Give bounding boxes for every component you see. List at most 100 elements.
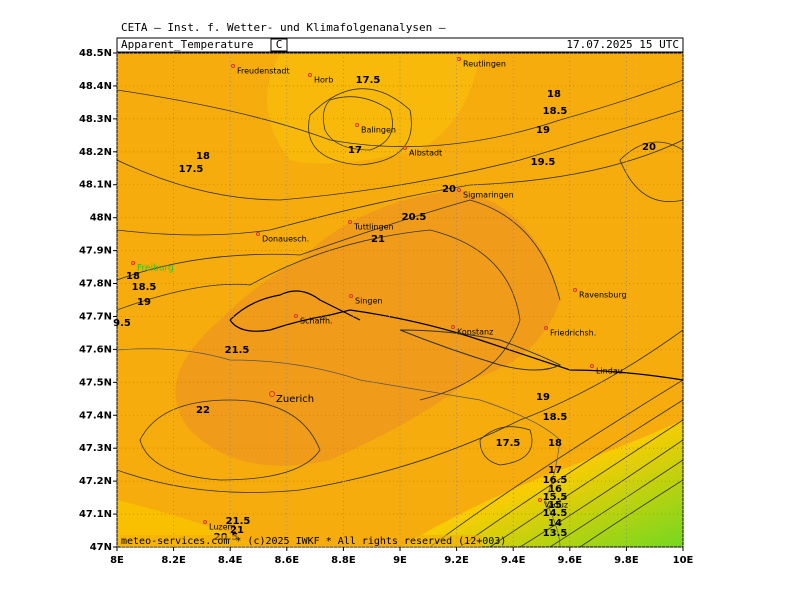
city-dot [231, 64, 235, 68]
city-dot [457, 57, 461, 61]
city-label: Donauesch. [262, 235, 309, 244]
y-tick-label: 48.4N [79, 81, 112, 92]
contour-label: 15 [548, 500, 562, 511]
variable: Apparent_Temperature [121, 38, 253, 51]
y-tick-label: 47N [90, 542, 112, 553]
city-dot [131, 261, 135, 265]
contour-label: 17 [548, 465, 562, 476]
contour-label: 16.5 [543, 475, 568, 486]
y-tick-label: 47.3N [79, 443, 112, 454]
contour-label: 14 [548, 518, 562, 529]
city-label: Reutlingen [463, 60, 506, 69]
city-label: Freudenstadt [237, 67, 290, 76]
city-dot [538, 498, 542, 502]
city-label: Sigmaringen [463, 191, 514, 200]
city-label: Schaffh. [300, 317, 333, 326]
contour-label: 21 [230, 525, 244, 536]
contour-label: 18.5 [543, 106, 568, 117]
contour-label: 21.5 [226, 516, 251, 527]
contour-label: 17 [348, 145, 362, 156]
contour-label: 16 [548, 484, 562, 495]
contour-label: 19.5 [531, 157, 556, 168]
x-tick-label: 8.4E [218, 555, 243, 566]
contour-label: 20 [642, 142, 656, 153]
city-dot [348, 220, 352, 224]
y-tick-label: 48.5N [79, 48, 112, 59]
y-tick-label: 48.2N [79, 147, 112, 158]
y-tick-label: 47.5N [79, 377, 112, 388]
contour-label: 20 [442, 184, 456, 195]
contour-label: 19 [536, 392, 550, 403]
city-label: Lindau [596, 367, 623, 376]
x-tick-label: 9.4E [501, 555, 526, 566]
contour-label: 13.5 [543, 528, 568, 539]
city-dot [203, 520, 207, 524]
y-tick-label: 47.1N [79, 509, 112, 520]
contour-label: 18.5 [543, 412, 568, 423]
y-tick-label: 47.9N [79, 246, 112, 257]
map-field [117, 53, 683, 547]
y-tick-label: 48.1N [79, 180, 112, 191]
city-dot [294, 314, 298, 318]
y-tick-label: 47.6N [79, 344, 112, 355]
city-dot [403, 146, 407, 150]
city-label: Albstadt [409, 149, 442, 158]
footer-bg [120, 535, 482, 547]
city-dot [451, 325, 455, 329]
city-label: Singen [355, 297, 382, 306]
header-box [116, 37, 684, 53]
y-tick-label: 47.4N [79, 410, 112, 421]
contour-label: 18 [548, 438, 562, 449]
city-label: Tuttlingen [353, 223, 394, 232]
x-tick-label: 9E [393, 555, 407, 566]
unit-box [270, 38, 288, 52]
city-dot [355, 123, 359, 127]
city-label: Konstanz [457, 328, 493, 337]
city-label: Horb [314, 76, 333, 85]
x-tick-label: 8.8E [331, 555, 356, 566]
x-tick-label: 10E [673, 555, 694, 566]
y-tick-label: 47.2N [79, 476, 112, 487]
x-tick-label: 9.2E [444, 555, 469, 566]
city-label: Ravensburg [579, 291, 627, 300]
contour-label: 19 [137, 297, 151, 308]
x-tick-label: 8E [110, 555, 124, 566]
footer: meteo-services.com * (c)2025 IWKF * All … [121, 536, 506, 547]
city-label: Luzern [209, 523, 236, 532]
city-dot [349, 294, 353, 298]
contour-label: 19 [536, 125, 550, 136]
x-tick-label: 9.8E [614, 555, 639, 566]
city-label: Balingen [361, 126, 396, 135]
city-label: Zuerich [276, 394, 314, 405]
y-tick-label: 47.7N [79, 311, 112, 322]
x-tick-label: 8.2E [161, 555, 186, 566]
contour-label: 18 [547, 89, 561, 100]
city-dot [269, 391, 275, 397]
y-tick-label: 48.3N [79, 114, 112, 125]
city-dot [573, 288, 577, 292]
city-label: Freiburg [137, 264, 174, 274]
city-label: Vaduz [544, 501, 568, 510]
city-label: Friedrichsh. [550, 329, 596, 338]
contour-label: 9.5 [113, 318, 131, 329]
city-dot [457, 188, 461, 192]
contour-label: 17.5 [356, 75, 381, 86]
city-dot [544, 326, 548, 330]
city-dot [256, 232, 260, 236]
contour-label: 17.5 [179, 164, 204, 175]
y-tick-label: 48N [90, 213, 112, 224]
contour-label: 18 [196, 151, 210, 162]
title: CETA — Inst. f. Wetter- und Klimafolgena… [121, 21, 446, 34]
y-tick-label: 47.8N [79, 279, 112, 290]
contour-label: 21 [371, 234, 385, 245]
contour-label: 20.5 [402, 212, 427, 223]
contour-label: 15.5 [543, 492, 568, 503]
contour-label: 14.5 [543, 508, 568, 519]
contour-label: 22 [196, 405, 210, 416]
contour-label: 21.5 [225, 345, 250, 356]
city-dot [308, 73, 312, 77]
time: 17.07.2025 15 UTC [566, 38, 679, 51]
x-tick-label: 9.6E [558, 555, 583, 566]
x-tick-label: 8.6E [275, 555, 300, 566]
